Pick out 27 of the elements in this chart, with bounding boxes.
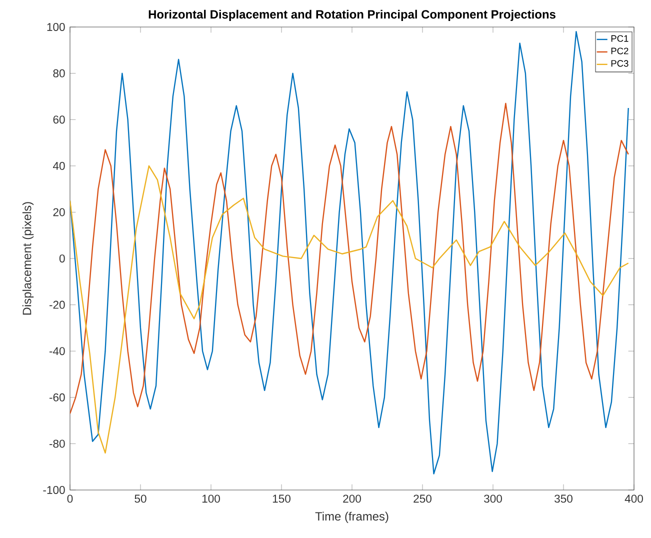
y-tick-label: -60 [49, 393, 65, 402]
y-tick-label: -100 [43, 486, 65, 494]
y-tick-label: 80 [53, 69, 65, 78]
legend-label: PC2 [611, 48, 628, 54]
y-tick-label: 40 [53, 162, 65, 170]
x-tick-label: 0 [67, 494, 73, 503]
x-axis-title: Time (frames) [315, 512, 388, 523]
legend-label: PC3 [611, 60, 628, 67]
y-tick-label: 20 [53, 208, 65, 216]
x-tick-label: 250 [414, 494, 432, 503]
x-tick-label: 400 [624, 494, 643, 503]
y-tick-label: -40 [49, 347, 65, 356]
y-tick-label: 60 [53, 116, 65, 124]
y-tick-label: -20 [49, 300, 65, 309]
x-tick-label: 50 [134, 494, 146, 503]
legend-label: PC1 [611, 35, 628, 42]
chart-title: Horizontal Displacement and Rotation Principal Component Projections [148, 10, 556, 21]
y-tick-label: 0 [59, 254, 65, 262]
x-tick-label: 300 [484, 494, 502, 503]
line-series [70, 165, 629, 454]
x-tick-label: 100 [202, 494, 220, 503]
y-axis-title: Displacement (pixels) [22, 202, 34, 315]
x-tick-label: 350 [554, 494, 572, 503]
x-tick-label: 150 [272, 494, 290, 503]
y-tick-label: 100 [47, 23, 65, 31]
y-tick-label: -80 [49, 440, 65, 448]
x-tick-label: 200 [343, 494, 361, 503]
